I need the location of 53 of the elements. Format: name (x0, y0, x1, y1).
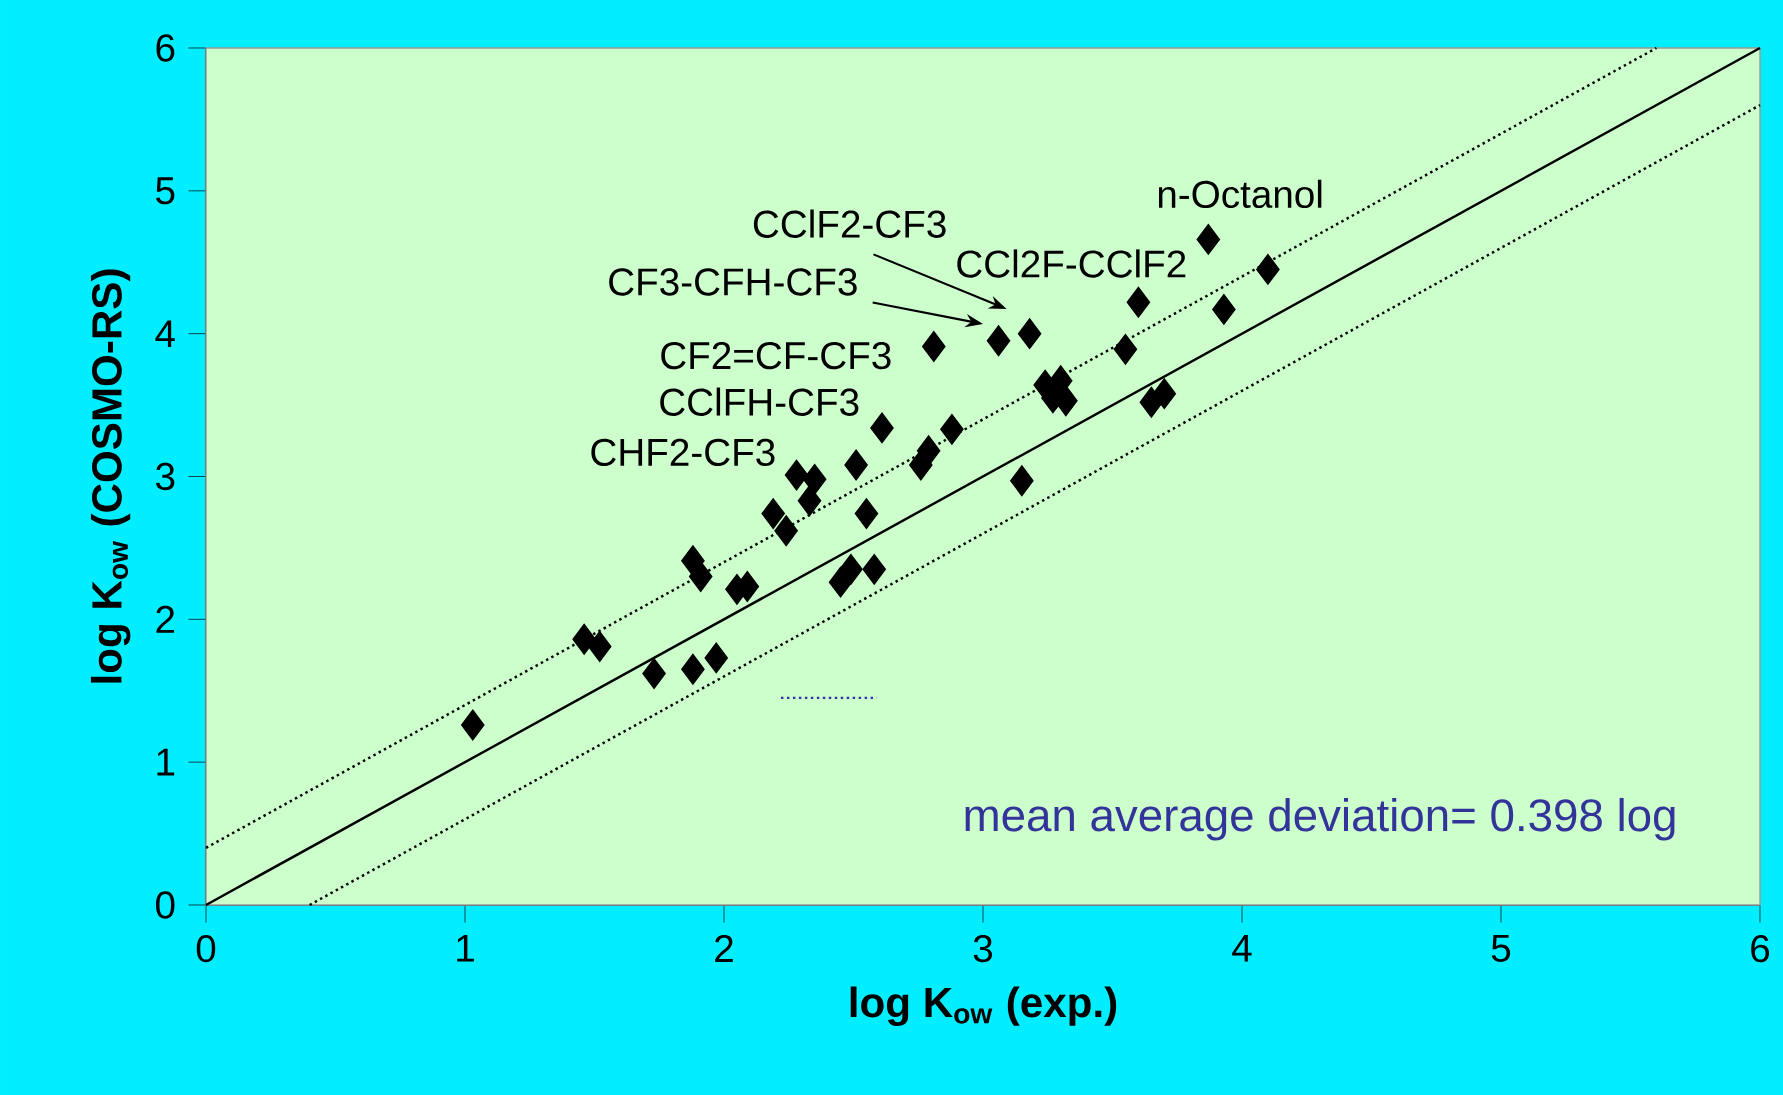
x-tick-label: 1 (457, 935, 474, 962)
point (940, 413, 964, 445)
point (916, 435, 941, 467)
y-tick-label: 3 (156, 462, 175, 491)
point (1196, 223, 1221, 255)
y-tick-label: 1 (157, 748, 175, 776)
point (1017, 318, 1042, 350)
x-tick-label: 6 (1751, 935, 1770, 963)
annotation: CF3-CFH-CF3 (609, 268, 857, 296)
point (1113, 333, 1138, 365)
x-tick-label: 5 (1491, 935, 1511, 962)
point (862, 553, 886, 585)
point (797, 485, 822, 517)
point (761, 498, 785, 530)
point (870, 412, 894, 444)
y-tick-label: 6 (156, 34, 175, 62)
point (784, 459, 809, 491)
y-tick-label: 4 (155, 320, 175, 347)
y-tick-label: 0 (156, 891, 175, 919)
point (986, 325, 1011, 357)
y-tick-label: 5 (156, 177, 175, 205)
x-tick-label: 2 (715, 935, 733, 962)
point (642, 658, 666, 690)
point (922, 331, 946, 362)
point (802, 463, 827, 495)
point (839, 553, 863, 585)
point (1126, 286, 1151, 318)
point (688, 561, 713, 592)
annotation: n-Octanol (1158, 179, 1322, 209)
point (774, 515, 798, 547)
point (1010, 465, 1034, 497)
point (1256, 253, 1280, 285)
point (1212, 293, 1236, 325)
point (704, 642, 729, 674)
point (1152, 378, 1177, 410)
annotation: CCl2F-CClF2 (957, 249, 1186, 278)
annotation: CF2=CF-CF3 (661, 341, 891, 370)
y-axis-title: log K$_{ow}$ (COSMO-RS) (90, 269, 131, 683)
annotation: CHF2-CF3 (591, 438, 775, 467)
point (854, 498, 879, 530)
annotation: CClFH-CF3 (660, 387, 859, 416)
y-tick-label: 2 (156, 605, 175, 633)
x-tick-label: 3 (973, 935, 993, 963)
point (572, 623, 596, 655)
point (460, 709, 485, 741)
annotation: mean average deviation= 0.398 log (965, 797, 1675, 841)
point (681, 653, 705, 685)
x-tick-label: 0 (196, 935, 216, 963)
point (844, 449, 868, 481)
annotation: CClF2-CF3 (753, 209, 946, 238)
x-tick-label: 4 (1232, 935, 1252, 962)
x-axis-title: log K$_{ow}$ (exp.) (850, 986, 1117, 1026)
point (587, 630, 612, 662)
